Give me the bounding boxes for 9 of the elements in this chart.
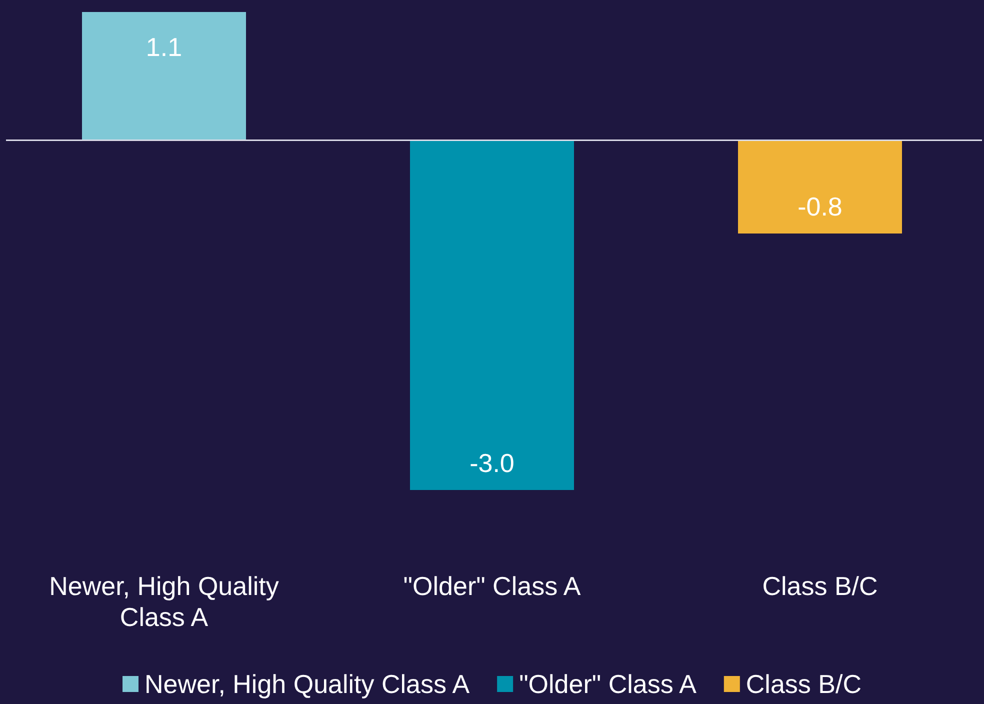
- data-label: -3.0: [470, 448, 514, 478]
- x-tick-label: Newer, High Quality Class A: [49, 571, 279, 632]
- legend-label: Newer, High Quality Class A: [144, 669, 470, 699]
- data-label: -0.8: [798, 192, 842, 222]
- legend-label: "Older" Class A: [519, 669, 698, 699]
- x-tick-label: Class B/C: [762, 571, 878, 601]
- data-label: 1.1: [146, 32, 182, 62]
- x-tick-label: "Older" Class A: [403, 571, 582, 601]
- legend-label: Class B/C: [746, 669, 862, 699]
